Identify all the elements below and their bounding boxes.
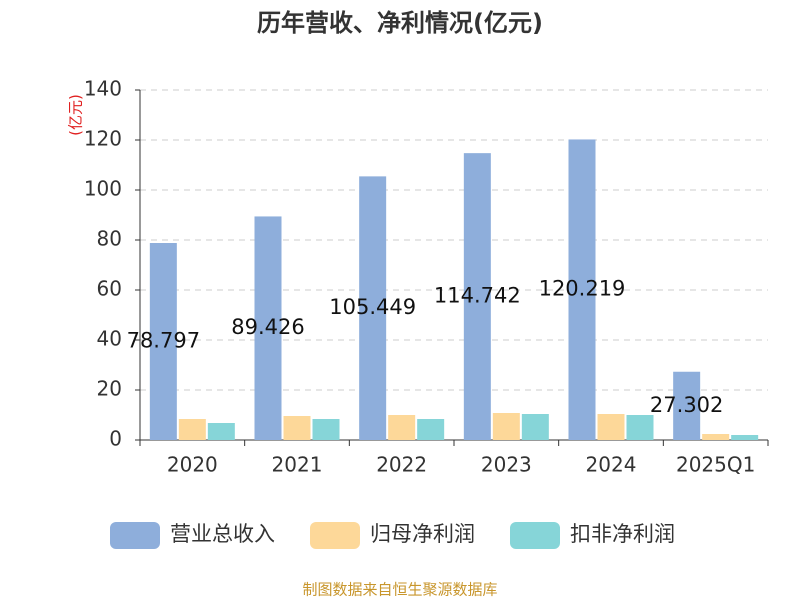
- data-label: 105.449: [329, 295, 416, 319]
- bar: [673, 371, 701, 440]
- data-label: 27.302: [650, 393, 723, 417]
- bar: [492, 413, 520, 440]
- bar: [463, 153, 491, 440]
- x-tick-label: 2022: [376, 453, 427, 477]
- bar: [568, 139, 596, 440]
- bar: [626, 415, 654, 440]
- y-tick-label: 100: [84, 177, 122, 201]
- bar: [731, 435, 759, 440]
- data-label: 78.797: [127, 329, 200, 353]
- legend-swatch: [310, 522, 360, 549]
- x-tick-label: 2020: [167, 453, 218, 477]
- bar: [597, 414, 625, 440]
- y-tick-label: 0: [109, 427, 122, 451]
- legend-label: 营业总收入: [170, 522, 275, 546]
- y-tick-label: 60: [97, 277, 122, 301]
- legend-label: 扣非净利润: [570, 522, 675, 546]
- bar: [283, 416, 311, 440]
- chart-title: 历年营收、净利情况(亿元): [257, 9, 543, 37]
- x-tick-label: 2023: [481, 453, 532, 477]
- data-label: 89.426: [231, 315, 304, 339]
- x-tick-label: 2021: [272, 453, 323, 477]
- legend-swatch: [110, 522, 160, 549]
- bar: [417, 419, 445, 440]
- y-tick-label: 20: [97, 377, 122, 401]
- bar: [359, 176, 387, 440]
- y-axis-label: (亿元): [67, 94, 85, 136]
- source-note: 制图数据来自恒生聚源数据库: [302, 581, 497, 599]
- x-tick-label: 2025Q1: [676, 453, 755, 477]
- bar: [312, 419, 340, 440]
- bar: [207, 423, 235, 440]
- legend-label: 归母净利润: [370, 522, 475, 546]
- y-tick-label: 140: [84, 77, 122, 101]
- bar: [521, 414, 549, 440]
- data-label: 114.742: [434, 284, 521, 308]
- x-tick-label: 2024: [586, 453, 637, 477]
- bar: [702, 434, 730, 440]
- bar: [149, 243, 177, 440]
- bar: [178, 419, 206, 440]
- legend-swatch: [510, 522, 560, 549]
- data-label: 120.219: [539, 277, 626, 301]
- y-tick-label: 40: [97, 327, 122, 351]
- bar: [388, 415, 416, 440]
- bar: [254, 216, 282, 440]
- y-tick-label: 80: [97, 227, 122, 251]
- y-tick-label: 120: [84, 127, 122, 151]
